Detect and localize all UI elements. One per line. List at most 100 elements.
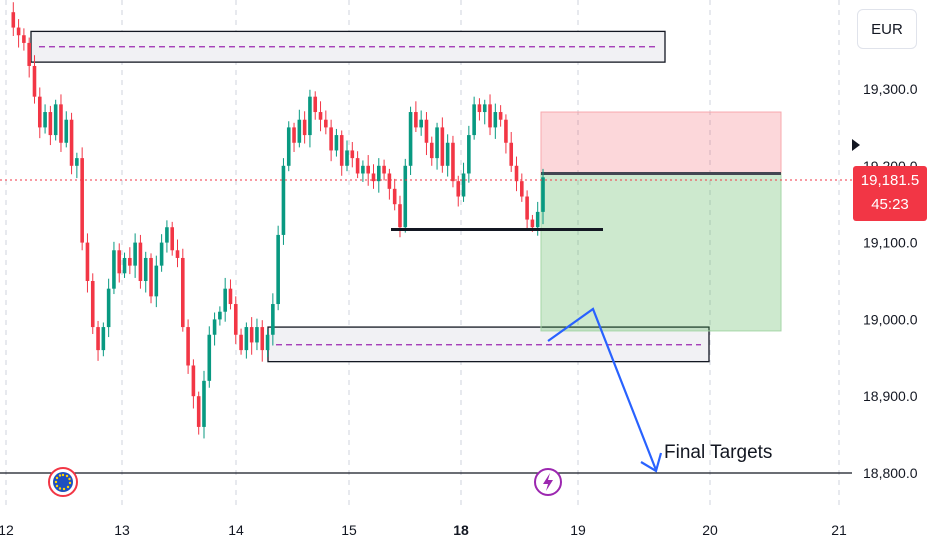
candle-body	[493, 112, 498, 128]
candle-body	[159, 242, 164, 266]
candle-body	[355, 158, 360, 174]
price-tick-label: 19,000.0	[863, 311, 918, 327]
candle-body	[223, 288, 227, 312]
candle-body	[398, 204, 402, 228]
zones	[30, 30, 710, 363]
last-price-value: 19,181.5	[860, 172, 920, 189]
candle-body	[382, 165, 386, 174]
lightning-event-icon[interactable]	[534, 468, 562, 496]
price-axis[interactable]: 19,300.019,200.019,100.019,000.018,900.0…	[863, 81, 918, 481]
candle-body	[286, 127, 291, 166]
candle-body	[16, 27, 21, 36]
drawn-lines	[0, 179, 852, 232]
time-tick-label: 13	[114, 522, 130, 538]
time-tick-label: 15	[341, 522, 357, 538]
time-axis[interactable]: 12 13 14 15 18 19 20 21	[0, 522, 847, 538]
candle-body	[371, 173, 376, 182]
candle-body	[419, 119, 423, 128]
candle-body	[376, 165, 381, 182]
candle-body	[525, 196, 529, 220]
final-targets-label: Final Targets	[664, 442, 772, 463]
candle-body	[292, 127, 296, 143]
candles	[11, 2, 545, 439]
candle-body	[488, 104, 492, 128]
candle-body	[143, 257, 148, 281]
candle-body	[509, 142, 514, 166]
candle-body	[334, 135, 339, 151]
candle-body	[345, 150, 349, 166]
time-tick-label: 19	[570, 522, 586, 538]
candle-body	[96, 327, 100, 351]
candle-countdown: 45:23	[871, 196, 909, 213]
candle-body	[11, 12, 16, 28]
candle-body	[191, 365, 196, 397]
candle-body	[48, 112, 53, 136]
candle-body	[149, 257, 153, 297]
grid-lines	[0, 0, 852, 510]
stop-loss-area[interactable]	[540, 111, 782, 174]
arrowhead-icon	[640, 452, 663, 473]
currency-button[interactable]: EUR	[857, 9, 917, 49]
candle-body	[482, 104, 487, 113]
candle-body	[504, 119, 508, 143]
candle-body	[228, 288, 233, 305]
candle-body	[392, 188, 397, 205]
candle-body	[170, 227, 175, 251]
candle-body	[128, 257, 132, 266]
candle-body	[53, 104, 58, 136]
candle-body	[249, 327, 254, 343]
candle-body	[477, 104, 482, 113]
price-tick-label: 18,900.0	[863, 388, 918, 404]
projection-arrow	[547, 307, 658, 471]
candle-body	[435, 127, 439, 159]
candle-body	[302, 119, 307, 136]
candle-body	[424, 119, 429, 143]
eu-flag-event-icon[interactable]	[48, 467, 78, 497]
candle-body	[530, 219, 535, 228]
candle-body	[429, 142, 434, 159]
price-tick-label: 18,800.0	[863, 465, 918, 481]
short-position-tool[interactable]	[540, 111, 782, 332]
candle-body	[445, 142, 450, 166]
candle-body	[212, 319, 217, 335]
time-tick-label: 12	[0, 522, 14, 538]
time-tick-label: 20	[702, 522, 718, 538]
candle-body	[186, 327, 190, 366]
candle-body	[196, 396, 201, 427]
candle-body	[350, 150, 355, 159]
price-tick-label: 19,100.0	[863, 235, 918, 251]
candle-body	[461, 173, 466, 197]
candle-body	[154, 265, 159, 297]
candle-body	[75, 158, 79, 166]
candle-body	[64, 119, 69, 143]
candle-body	[112, 250, 116, 289]
candle-body	[297, 119, 302, 143]
candle-body	[117, 250, 122, 274]
candle-body	[440, 127, 445, 166]
candle-body	[265, 334, 270, 351]
candle-body	[138, 242, 143, 281]
candle-body	[361, 165, 365, 174]
candle-body	[101, 327, 106, 351]
candle-body	[313, 96, 318, 113]
candle-body	[329, 127, 333, 151]
candle-body	[324, 119, 328, 128]
candle-body	[32, 65, 37, 97]
candle-body	[69, 119, 74, 166]
candle-body	[271, 304, 275, 335]
candle-body	[181, 257, 185, 328]
candle-body	[59, 104, 63, 143]
candle-body	[408, 112, 413, 166]
candle-body	[90, 281, 95, 328]
candle-body	[387, 173, 392, 189]
candle-body	[514, 165, 519, 182]
candle-body	[308, 96, 312, 136]
scroll-right-icon[interactable]	[852, 139, 860, 151]
candle-body	[43, 112, 47, 128]
candle-body	[218, 311, 222, 320]
candle-body	[22, 35, 26, 43]
candle-body	[239, 334, 243, 351]
take-profit-area[interactable]	[540, 172, 782, 332]
candle-body	[467, 135, 471, 174]
